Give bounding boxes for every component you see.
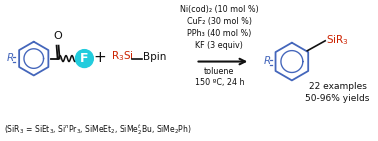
Text: toluene: toluene	[204, 67, 235, 76]
Text: R: R	[7, 53, 14, 63]
Text: R: R	[264, 56, 271, 66]
Text: Bpin: Bpin	[143, 52, 166, 62]
Text: 22 examples: 22 examples	[308, 82, 367, 91]
Text: (SiR$_3$ = SiEt$_3$, Si$^n$Pr$_3$, SiMeEt$_2$, SiMe$_2^t$Bu, SiMe$_2$Ph): (SiR$_3$ = SiEt$_3$, Si$^n$Pr$_3$, SiMeE…	[4, 122, 192, 137]
Circle shape	[76, 50, 93, 68]
Text: SiR$_3$: SiR$_3$	[326, 33, 349, 47]
Text: R$_3$Si: R$_3$Si	[111, 50, 134, 63]
Text: KF (3 equiv): KF (3 equiv)	[195, 41, 243, 50]
Text: 150 ºC, 24 h: 150 ºC, 24 h	[195, 78, 244, 87]
Text: CuF₂ (30 mol %): CuF₂ (30 mol %)	[187, 17, 252, 26]
Text: O: O	[53, 31, 62, 41]
Text: Ni(cod)₂ (10 mol %): Ni(cod)₂ (10 mol %)	[180, 5, 259, 14]
Text: PPh₃ (40 mol %): PPh₃ (40 mol %)	[187, 29, 252, 38]
Text: +: +	[93, 50, 105, 65]
Text: F: F	[80, 52, 88, 65]
Text: 50-96% yields: 50-96% yields	[305, 94, 370, 103]
